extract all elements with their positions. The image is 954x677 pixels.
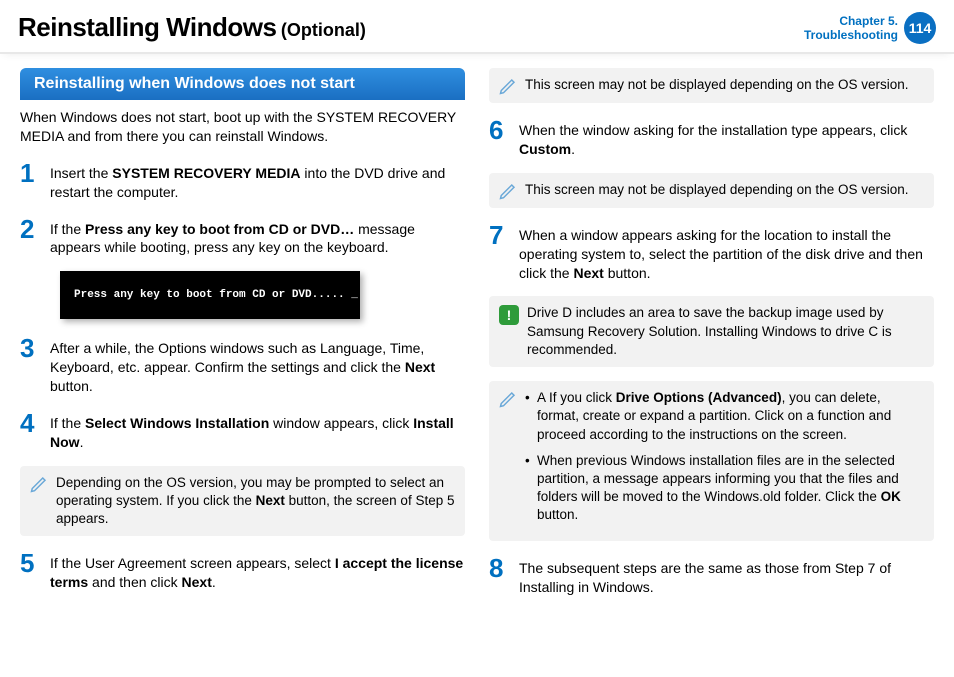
intro-text: When Windows does not start, boot up wit… xyxy=(20,108,465,146)
chapter-block: Chapter 5. Troubleshooting 114 xyxy=(804,12,936,44)
step-8: 8 The subsequent steps are the same as t… xyxy=(489,555,934,597)
step-body: If the Select Windows Installation windo… xyxy=(50,410,465,452)
step-number: 2 xyxy=(20,216,40,258)
step-number: 5 xyxy=(20,550,40,592)
step-6: 6 When the window asking for the install… xyxy=(489,117,934,159)
list-item: When previous Windows installation files… xyxy=(525,452,924,525)
step-number: 3 xyxy=(20,335,40,396)
advanced-bullet-list: A If you click Drive Options (Advanced),… xyxy=(525,389,924,533)
boot-prompt-screenshot: Press any key to boot from CD or DVD....… xyxy=(60,271,360,319)
note-icon xyxy=(499,77,517,95)
step-2: 2 If the Press any key to boot from CD o… xyxy=(20,216,465,258)
page-number-badge: 114 xyxy=(904,12,936,44)
step-body: When the window asking for the installat… xyxy=(519,117,934,159)
step-number: 7 xyxy=(489,222,509,283)
note-icon xyxy=(499,390,517,408)
page-header: Reinstalling Windows (Optional) Chapter … xyxy=(0,0,954,54)
warning-text: Drive D includes an area to save the bac… xyxy=(527,304,924,359)
step-body: If the User Agreement screen appears, se… xyxy=(50,550,465,592)
step-7: 7 When a window appears asking for the l… xyxy=(489,222,934,283)
step-1: 1 Insert the SYSTEM RECOVERY MEDIA into … xyxy=(20,160,465,202)
step-body: Insert the SYSTEM RECOVERY MEDIA into th… xyxy=(50,160,465,202)
title-suffix: (Optional) xyxy=(281,20,366,40)
warning-icon: ! xyxy=(499,305,519,325)
section-banner: Reinstalling when Windows does not start xyxy=(20,68,465,100)
content-columns: Reinstalling when Windows does not start… xyxy=(0,54,954,624)
title-main: Reinstalling Windows xyxy=(18,12,276,42)
step-number: 4 xyxy=(20,410,40,452)
step-number: 8 xyxy=(489,555,509,597)
note-text: This screen may not be displayed dependi… xyxy=(525,181,908,199)
right-column: This screen may not be displayed dependi… xyxy=(489,68,934,610)
page-title: Reinstalling Windows (Optional) xyxy=(18,12,366,43)
note-os-version-2: This screen may not be displayed dependi… xyxy=(489,68,934,103)
step-5: 5 If the User Agreement screen appears, … xyxy=(20,550,465,592)
step-body: The subsequent steps are the same as tho… xyxy=(519,555,934,597)
note-icon xyxy=(499,182,517,200)
note-text: This screen may not be displayed dependi… xyxy=(525,76,908,94)
note-text: Depending on the OS version, you may be … xyxy=(56,474,455,529)
step-body: After a while, the Options windows such … xyxy=(50,335,465,396)
chapter-line2: Troubleshooting xyxy=(804,28,898,42)
note-os-version-1: Depending on the OS version, you may be … xyxy=(20,466,465,537)
warning-drive-d: ! Drive D includes an area to save the b… xyxy=(489,296,934,367)
step-body: If the Press any key to boot from CD or … xyxy=(50,216,465,258)
note-os-version-3: This screen may not be displayed dependi… xyxy=(489,173,934,208)
chapter-line1: Chapter 5. xyxy=(804,14,898,28)
step-4: 4 If the Select Windows Installation win… xyxy=(20,410,465,452)
step-number: 6 xyxy=(489,117,509,159)
step-number: 1 xyxy=(20,160,40,202)
step-body: When a window appears asking for the loc… xyxy=(519,222,934,283)
step-3: 3 After a while, the Options windows suc… xyxy=(20,335,465,396)
note-icon xyxy=(30,475,48,493)
note-advanced-options: A If you click Drive Options (Advanced),… xyxy=(489,381,934,541)
list-item: A If you click Drive Options (Advanced),… xyxy=(525,389,924,444)
chapter-text: Chapter 5. Troubleshooting xyxy=(804,14,898,43)
left-column: Reinstalling when Windows does not start… xyxy=(20,68,465,610)
